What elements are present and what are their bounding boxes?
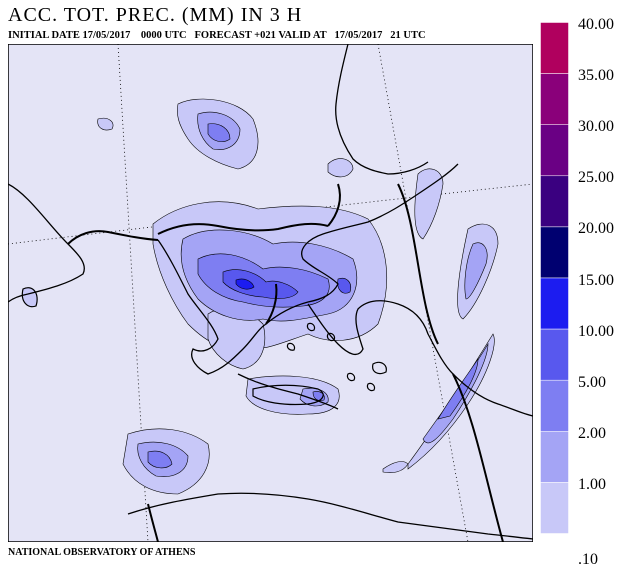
legend-value: 5.00 (578, 373, 606, 391)
valid-label: VALID AT (278, 30, 327, 41)
utc-time: 0000 UTC (140, 30, 187, 41)
legend-swatch (540, 328, 569, 381)
legend-value: 20.00 (578, 220, 614, 238)
valid-date: 17/05/2017 (334, 30, 383, 41)
precipitation-map (8, 44, 533, 542)
precip-max (235, 278, 255, 290)
initial-date-label: INITIAL DATE (8, 30, 80, 41)
legend-value: 10.00 (578, 322, 614, 340)
legend-swatch (540, 482, 569, 534)
legend-swatch (540, 277, 569, 330)
forecast-hour: FORECAST +021 (194, 30, 276, 41)
legend-swatch (540, 431, 569, 483)
graticule (8, 44, 533, 542)
legend-value: 2.00 (578, 424, 606, 442)
legend-value: 1.00 (578, 475, 606, 493)
legend-swatch (540, 175, 569, 228)
legend-value: .10 (578, 551, 598, 568)
borders (67, 183, 504, 542)
precip-legend (540, 22, 569, 534)
initial-date: 17/05/2017 (82, 30, 131, 41)
legend-swatch (540, 124, 569, 177)
valid-hour: 21 UTC (390, 30, 426, 41)
legend-value: 30.00 (578, 118, 614, 136)
map-title: ACC. TOT. PREC. (MM) IN 3 H (8, 4, 303, 26)
legend-value: 40.00 (578, 16, 614, 33)
legend-swatch (540, 22, 569, 74)
footer-credit: NATIONAL OBSERVATORY OF ATHENS (8, 547, 196, 558)
legend-swatch (540, 73, 569, 125)
legend-swatch (540, 533, 569, 534)
forecast-info: INITIAL DATE 17/05/2017 0000 UTC FORECAS… (8, 30, 426, 41)
legend-swatch (540, 226, 569, 279)
legend-value: 15.00 (578, 271, 614, 289)
islands (21, 287, 387, 406)
precip-intense (222, 269, 351, 299)
legend-value: 35.00 (578, 67, 614, 85)
coastlines (8, 44, 533, 540)
legend-value: 25.00 (578, 169, 614, 187)
legend-swatch (540, 379, 569, 432)
